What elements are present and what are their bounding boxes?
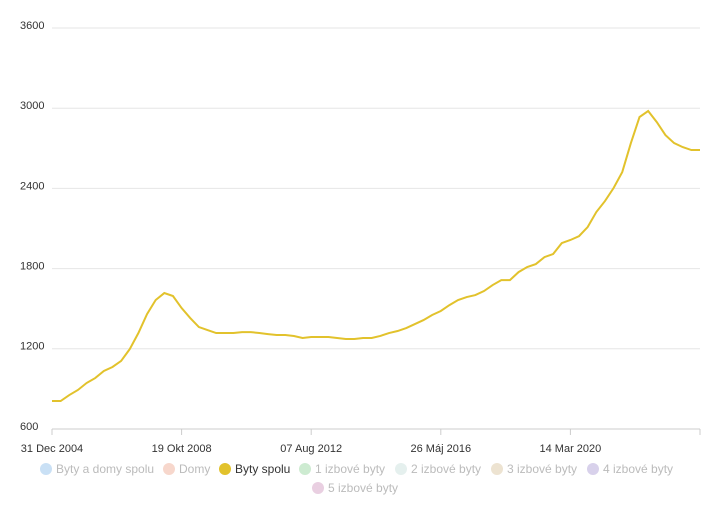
y-tick-label: 1800 — [20, 261, 44, 273]
legend-marker — [163, 463, 175, 475]
legend-marker — [219, 463, 231, 475]
legend-label[interactable]: 1 izbové byty — [315, 462, 385, 476]
legend-marker — [587, 463, 599, 475]
x-tick-label: 19 Okt 2008 — [152, 443, 212, 455]
legend-marker — [312, 482, 324, 494]
legend-marker — [40, 463, 52, 475]
y-tick-label: 1200 — [20, 341, 44, 353]
x-tick-label: 31 Dec 2004 — [21, 443, 83, 455]
legend-label[interactable]: Byty spolu — [235, 462, 290, 476]
x-tick-label: 14 Mar 2020 — [540, 443, 602, 455]
y-tick-label: 2400 — [20, 180, 44, 192]
legend-label[interactable]: 2 izbové byty — [411, 462, 481, 476]
data-line — [52, 109, 700, 403]
legend-label[interactable]: Byty a domy spolu — [56, 462, 154, 476]
y-tick-label: 600 — [20, 421, 38, 433]
y-tick-label: 3000 — [20, 100, 44, 112]
legend-marker — [299, 463, 311, 475]
legend-label[interactable]: Domy — [179, 462, 210, 476]
legend-label[interactable]: 5 izbové byty — [328, 481, 398, 495]
y-tick-label: 3600 — [20, 20, 44, 32]
legend-marker — [395, 463, 407, 475]
legend-label[interactable]: 4 izbové byty — [603, 462, 673, 476]
x-tick-label: 26 Máj 2016 — [411, 443, 472, 455]
x-tick-label: 07 Aug 2012 — [280, 443, 342, 455]
legend-marker — [491, 463, 503, 475]
legend-label[interactable]: 3 izbové byty — [507, 462, 577, 476]
